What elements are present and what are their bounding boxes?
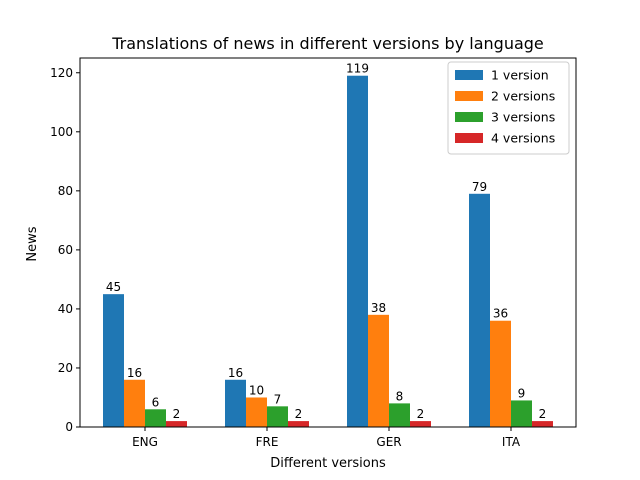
y-axis-label: News	[25, 226, 40, 261]
y-tick-label: 0	[65, 420, 73, 434]
data-label: 79	[472, 180, 487, 194]
legend-label: 2 versions	[491, 89, 555, 104]
x-tick-label: GER	[376, 435, 401, 449]
y-tick-label: 120	[50, 66, 73, 80]
bar-eng-s2	[124, 379, 145, 427]
legend-swatch	[455, 70, 483, 80]
legend-swatch	[455, 133, 483, 143]
bar-ita-s2	[490, 320, 511, 427]
legend-label: 4 versions	[491, 131, 555, 146]
legend: 1 version 2 versions 3 versions 4 versions	[447, 61, 570, 155]
legend-swatch	[455, 112, 483, 122]
y-tick-label: 20	[58, 361, 73, 375]
x-axis-label: Different versions	[270, 456, 386, 471]
bar-fre-s3	[267, 406, 288, 427]
x-tick-label: FRE	[256, 435, 279, 449]
y-tick-label: 60	[58, 243, 73, 257]
bar-ger-s3	[389, 403, 410, 427]
plot-frame	[79, 57, 577, 428]
data-label: 16	[228, 366, 243, 380]
bar-ger-s2	[368, 314, 389, 427]
bar-fre-s4	[288, 421, 309, 427]
data-label: 2	[295, 407, 303, 421]
legend-swatch	[455, 91, 483, 101]
chart-title: Translations of news in different versio…	[111, 34, 544, 53]
data-label: 119	[346, 62, 369, 76]
bar-ger-s1	[347, 75, 368, 427]
bar-eng-s3	[145, 409, 166, 427]
legend-label: 3 versions	[491, 110, 555, 125]
bar-fre-s2	[246, 397, 267, 427]
data-label: 10	[249, 383, 264, 397]
bar-fre-s1	[225, 379, 246, 427]
y-tick-label: 100	[50, 125, 73, 139]
bar-ita-s3	[511, 400, 532, 427]
bar-ita-s1	[469, 193, 490, 427]
bar-eng-s1	[103, 294, 124, 427]
data-label: 9	[518, 386, 526, 400]
data-label: 2	[539, 407, 547, 421]
legend-label: 1 version	[491, 68, 549, 83]
data-label: 16	[127, 366, 142, 380]
data-label: 2	[173, 407, 181, 421]
data-label: 6	[152, 395, 160, 409]
data-label: 45	[106, 280, 121, 294]
y-tick-label: 80	[58, 184, 73, 198]
bar-ger-s4	[410, 421, 431, 427]
data-label: 2	[417, 407, 425, 421]
data-label: 7	[274, 392, 282, 406]
x-tick-label: ITA	[502, 435, 521, 449]
bar-eng-s4	[166, 421, 187, 427]
legend-box	[447, 61, 570, 155]
bar-ita-s4	[532, 421, 553, 427]
y-tick-label: 40	[58, 302, 73, 316]
data-label: 36	[493, 307, 508, 321]
x-tick-label: ENG	[132, 435, 158, 449]
data-label: 38	[371, 301, 386, 315]
data-label: 8	[396, 389, 404, 403]
